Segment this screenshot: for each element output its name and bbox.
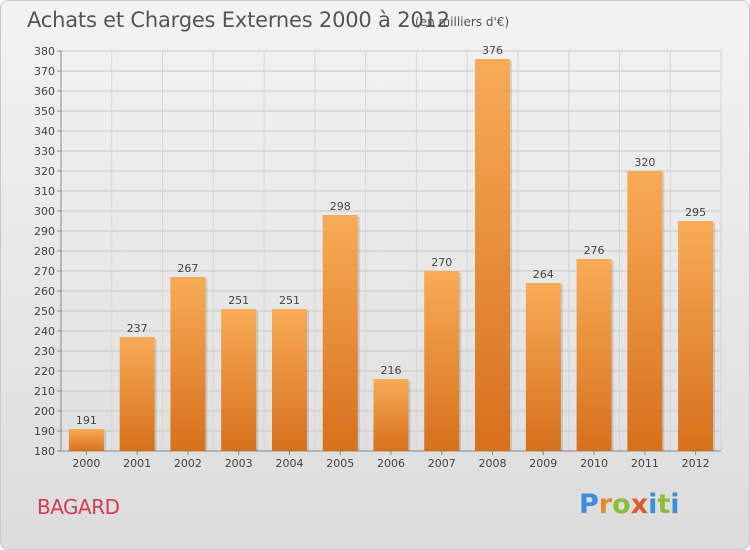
bar bbox=[271, 309, 307, 451]
proxiti-logo: Proxiti bbox=[579, 489, 680, 520]
bar bbox=[322, 215, 358, 451]
y-tick-label: 360 bbox=[34, 85, 55, 98]
x-tick-label: 2012 bbox=[682, 457, 710, 470]
y-tick-label: 310 bbox=[34, 185, 55, 198]
data-label: 295 bbox=[685, 206, 706, 219]
y-tick-label: 270 bbox=[34, 265, 55, 278]
bars bbox=[68, 59, 716, 451]
commune-name: BAGARD bbox=[37, 495, 120, 519]
y-tick-label: 340 bbox=[34, 125, 55, 138]
y-tick-label: 320 bbox=[34, 165, 55, 178]
y-tick-label: 200 bbox=[34, 405, 55, 418]
y-tick-label: 300 bbox=[34, 205, 55, 218]
bar bbox=[475, 59, 511, 451]
data-label: 270 bbox=[431, 256, 452, 269]
x-tick-label: 2006 bbox=[377, 457, 405, 470]
y-tick-label: 230 bbox=[34, 345, 55, 358]
bar bbox=[424, 271, 460, 451]
data-label: 251 bbox=[279, 294, 300, 307]
x-tick-label: 2007 bbox=[428, 457, 456, 470]
x-tick-label: 2004 bbox=[275, 457, 303, 470]
y-tick-label: 250 bbox=[34, 305, 55, 318]
bar bbox=[68, 429, 104, 451]
x-tick-label: 2005 bbox=[326, 457, 354, 470]
data-label: 264 bbox=[533, 268, 554, 281]
x-tick-label: 2002 bbox=[174, 457, 202, 470]
bar bbox=[525, 283, 561, 451]
y-tick-label: 350 bbox=[34, 105, 55, 118]
bar bbox=[170, 277, 206, 451]
x-tick-label: 2008 bbox=[479, 457, 507, 470]
chart-title: Achats et Charges Externes 2000 à 2012 bbox=[27, 8, 450, 32]
data-label: 376 bbox=[482, 44, 503, 57]
bar bbox=[221, 309, 257, 451]
bar bbox=[576, 259, 612, 451]
data-label: 267 bbox=[177, 262, 198, 275]
labels: 180 190 200 210 220 230 240 250 260 270 280 290 300 3… bbox=[34, 44, 710, 470]
chart-subtitle: (en milliers d'€) bbox=[415, 15, 510, 29]
y-tick-label: 180 bbox=[34, 445, 55, 458]
y-tick-label: 280 bbox=[34, 245, 55, 258]
y-tick-label: 380 bbox=[34, 45, 55, 58]
bar bbox=[373, 379, 409, 451]
x-tick-label: 2003 bbox=[225, 457, 253, 470]
y-tick-label: 290 bbox=[34, 225, 55, 238]
bar bbox=[678, 221, 714, 451]
data-label: 276 bbox=[584, 244, 605, 257]
data-label: 216 bbox=[381, 364, 402, 377]
x-tick-label: 2001 bbox=[123, 457, 151, 470]
y-tick-label: 240 bbox=[34, 325, 55, 338]
x-tick-label: 2011 bbox=[631, 457, 659, 470]
data-label: 251 bbox=[228, 294, 249, 307]
data-label: 320 bbox=[634, 156, 655, 169]
y-tick-label: 370 bbox=[34, 65, 55, 78]
data-label: 237 bbox=[127, 322, 148, 335]
bar bbox=[627, 171, 663, 451]
y-tick-label: 190 bbox=[34, 425, 55, 438]
x-tick-label: 2010 bbox=[580, 457, 608, 470]
data-label: 191 bbox=[76, 414, 97, 427]
data-label: 298 bbox=[330, 200, 351, 213]
y-tick-label: 210 bbox=[34, 385, 55, 398]
x-tick-label: 2009 bbox=[529, 457, 557, 470]
y-tick-label: 220 bbox=[34, 365, 55, 378]
y-tick-label: 260 bbox=[34, 285, 55, 298]
x-tick-label: 2000 bbox=[72, 457, 100, 470]
bar bbox=[119, 337, 155, 451]
y-tick-label: 330 bbox=[34, 145, 55, 158]
